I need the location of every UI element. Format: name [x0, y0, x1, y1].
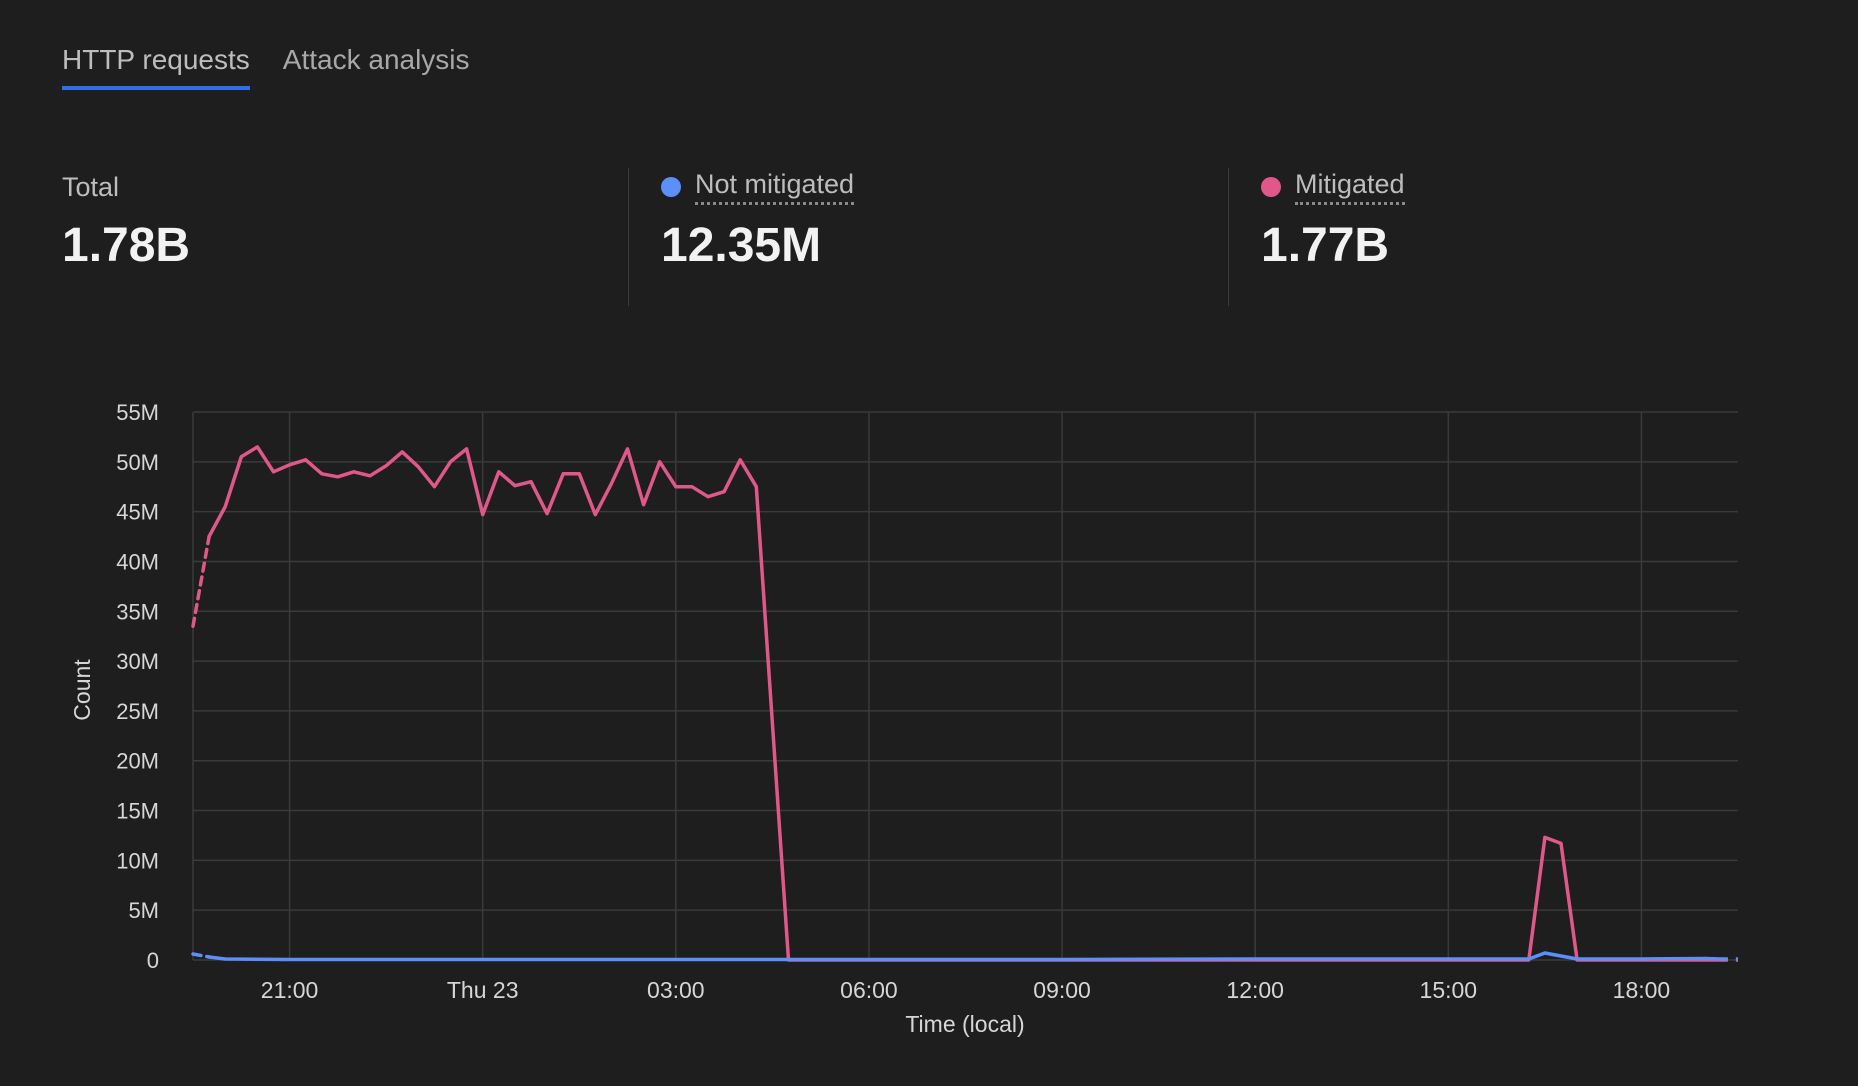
stat-total-label: Total: [62, 171, 120, 202]
chart-series: [191, 445, 1738, 962]
tab-attack-analysis[interactable]: Attack analysis: [282, 44, 470, 75]
x-tick-label: 15:00: [1420, 977, 1478, 1003]
y-tick-label: 20M: [116, 749, 159, 774]
x-tick-label: 21:00: [261, 977, 319, 1003]
x-tick-label: 06:00: [840, 977, 898, 1003]
not-mitigated-label[interactable]: Not mitigated: [695, 169, 855, 205]
stat-divider: [1228, 168, 1229, 306]
y-tick-label: 15M: [116, 799, 159, 824]
y-tick-label: 50M: [116, 450, 159, 475]
y-tick-label: 55M: [116, 400, 159, 425]
y-tick-label: 45M: [116, 500, 159, 525]
tab-bar: HTTP requests Attack analysis: [62, 44, 470, 90]
x-tick-label: 18:00: [1613, 977, 1671, 1003]
x-tick-label: 12:00: [1226, 977, 1284, 1003]
stat-divider: [628, 168, 629, 306]
y-tick-label: 10M: [116, 848, 159, 873]
stat-total: Total 1.78B: [62, 168, 190, 306]
stat-mitigated: Mitigated 1.77B: [1261, 168, 1405, 306]
x-axis-label: Time (local): [905, 1011, 1024, 1037]
stats-panel: Total 1.78B Not mitigated 12.35M Mitigat…: [0, 168, 1858, 306]
not-mitigated-legend-dot: [661, 177, 681, 197]
x-axis-ticks: 21:00 Thu 23 03:00 06:00 09:00 12:00 15:00 18:0…: [261, 977, 1670, 1003]
mitigated-value: 1.77B: [1261, 219, 1390, 272]
y-tick-label: 40M: [116, 549, 159, 574]
y-tick-label: 5M: [128, 898, 159, 923]
x-tick-label: 09:00: [1033, 977, 1091, 1003]
not-mitigated-value: 12.35M: [661, 219, 822, 272]
y-tick-label: 25M: [116, 699, 159, 724]
stat-not-mitigated: Not mitigated 12.35M: [661, 168, 855, 306]
x-tick-label: 03:00: [647, 977, 705, 1003]
not-mitigated-line-dashed: [191, 952, 211, 959]
mitigated-label[interactable]: Mitigated: [1295, 169, 1405, 205]
mitigated-line: [207, 445, 1724, 962]
y-tick-label: 30M: [116, 649, 159, 674]
y-axis-ticks: 0 5M 10M 15M 20M 25M 30M 35M 40M 45M 50M 55M: [116, 400, 159, 973]
mitigated-legend-dot: [1261, 177, 1281, 197]
y-tick-label: 35M: [116, 599, 159, 624]
chart-grid: [192, 411, 1738, 961]
requests-line-chart: 0 5M 10M 15M 20M 25M 30M 35M 40M 45M 50M 55M 21:00 T…: [69, 400, 1738, 1037]
mitigated-line-dashed: [191, 534, 211, 628]
stat-total-value: 1.78B: [62, 219, 191, 272]
y-axis-label: Count: [69, 659, 95, 721]
not-mitigated-line: [207, 951, 1724, 962]
y-tick-label: 0: [147, 948, 159, 973]
tab-http-requests[interactable]: HTTP requests: [62, 44, 250, 90]
x-tick-label: Thu 23: [447, 977, 519, 1003]
